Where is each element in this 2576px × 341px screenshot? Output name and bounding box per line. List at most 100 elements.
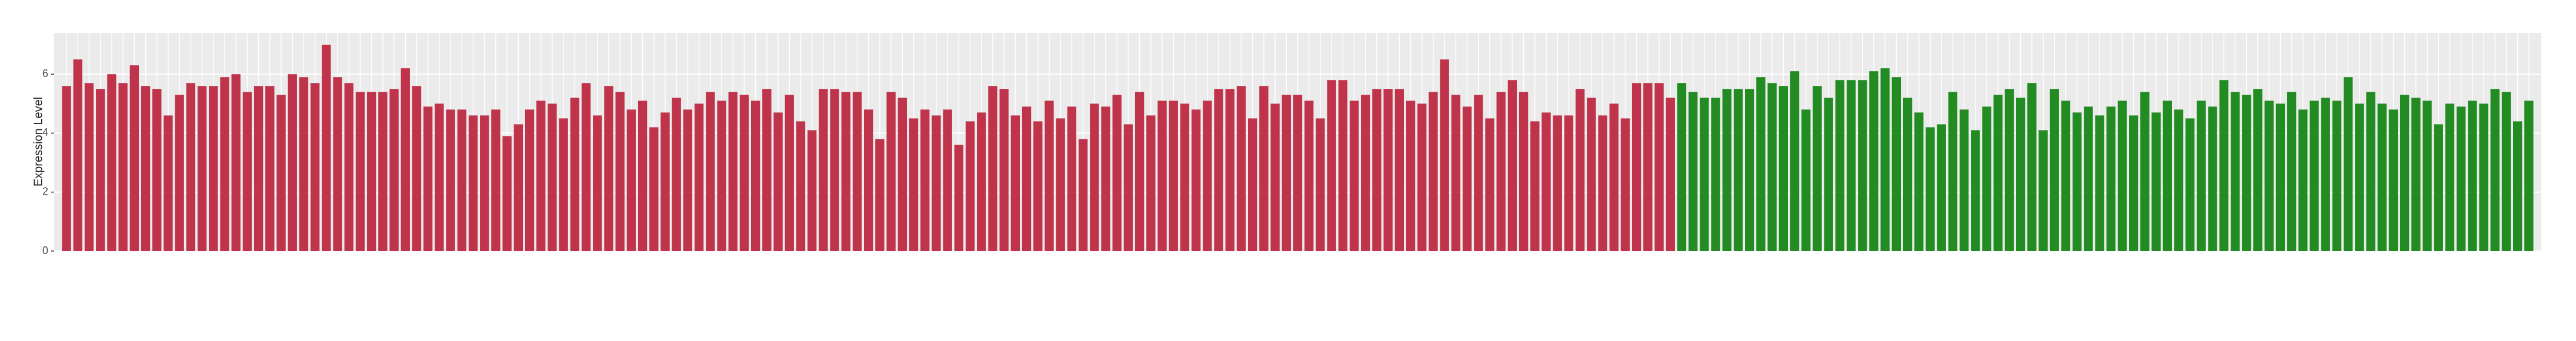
bar [1507, 80, 1517, 251]
bar [943, 109, 952, 251]
bar [2264, 101, 2274, 251]
bar [209, 86, 218, 252]
bar [502, 136, 512, 251]
bar [615, 92, 625, 251]
bar [2004, 89, 2014, 251]
bar [1982, 106, 1991, 251]
bar [1553, 115, 1562, 251]
bar [1282, 95, 1291, 251]
bar [1293, 95, 1303, 251]
bar [1067, 106, 1077, 251]
bar [175, 95, 184, 251]
bar [1598, 115, 1607, 251]
bar [593, 115, 602, 251]
bar [2129, 115, 2138, 251]
bar [932, 115, 941, 251]
bar [401, 68, 410, 251]
bar [1247, 118, 1257, 251]
bar [694, 103, 704, 251]
y-tick-label: 6 [42, 68, 48, 79]
bar [1474, 95, 1483, 251]
bar [2016, 98, 2026, 251]
bar [513, 124, 523, 251]
bar [1948, 92, 1958, 251]
bar [2468, 101, 2477, 251]
bar [1259, 86, 1269, 252]
bar [1429, 92, 1438, 251]
bar [2366, 92, 2375, 251]
bar [197, 86, 207, 252]
bar [2106, 106, 2115, 251]
bar [2355, 103, 2364, 251]
bar [1903, 98, 1913, 251]
bar [1914, 112, 1924, 251]
bar [1926, 127, 1935, 251]
bar [2422, 101, 2432, 251]
bar [525, 109, 535, 251]
bar [1609, 103, 1619, 251]
bar [1654, 83, 1664, 251]
bar [1891, 77, 1901, 251]
bar [1880, 68, 1890, 251]
bar [1835, 80, 1845, 251]
bar [2219, 80, 2229, 251]
bar [1327, 80, 1336, 251]
bar [1372, 89, 1382, 251]
bar [2253, 89, 2263, 251]
bar [1700, 98, 1709, 251]
bar [2208, 106, 2217, 251]
bar [62, 86, 71, 252]
bar [954, 145, 964, 251]
bar [1462, 106, 1472, 251]
bar [1033, 121, 1043, 251]
bar [186, 83, 196, 251]
bar [1564, 115, 1574, 251]
bar [649, 127, 659, 251]
bar [2163, 101, 2172, 251]
bar [2501, 92, 2511, 251]
bar [2230, 92, 2240, 251]
bar [1959, 109, 1969, 251]
bar [1169, 101, 1178, 251]
bar [2027, 83, 2037, 251]
bar [750, 101, 760, 251]
bar [152, 89, 162, 251]
bar [864, 109, 873, 251]
bar [73, 59, 83, 252]
bar [129, 65, 139, 251]
bar [1496, 92, 1506, 251]
bar [1869, 71, 1878, 252]
bar [220, 77, 229, 251]
bar [2151, 112, 2161, 251]
bar [1338, 80, 1348, 251]
bar [1010, 115, 1020, 251]
bar [2095, 115, 2104, 251]
bar [84, 83, 94, 251]
bar [897, 98, 907, 251]
bar [1858, 80, 1867, 251]
bar [2377, 103, 2387, 251]
bar [366, 92, 376, 251]
bar [1304, 101, 1314, 251]
bar [1394, 89, 1404, 251]
bar [1112, 95, 1122, 251]
bar [785, 95, 794, 251]
bar [1078, 139, 1088, 251]
bar [807, 130, 817, 251]
bar [1214, 89, 1223, 251]
bar [1440, 59, 1449, 252]
y-axis-label: Expression Level [32, 97, 45, 186]
bar [909, 118, 919, 251]
bar [1191, 109, 1201, 251]
bar [1225, 89, 1234, 251]
bar [457, 109, 466, 251]
bar [107, 74, 116, 252]
bar [1203, 101, 1212, 251]
bar [1519, 92, 1529, 251]
bar [796, 121, 806, 251]
bar [1541, 112, 1551, 251]
bar [1451, 95, 1461, 251]
bar [322, 45, 331, 252]
bar [2332, 101, 2342, 251]
